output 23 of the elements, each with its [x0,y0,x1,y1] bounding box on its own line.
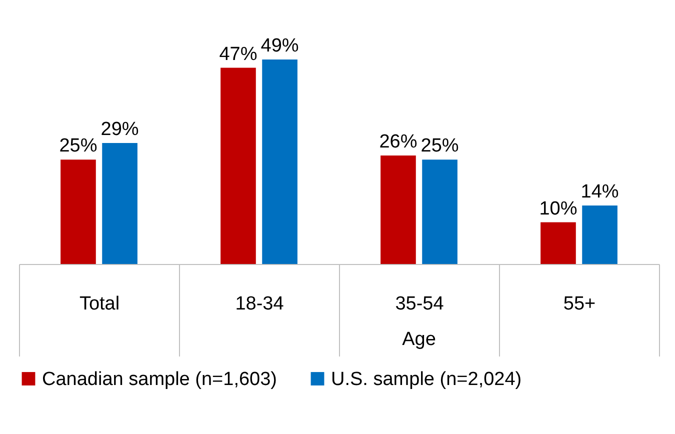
data-label: 49% [260,35,299,56]
legend-label: U.S. sample (n=2,024) [331,368,522,390]
bar [380,155,416,264]
bar [422,160,458,264]
data-label: 10% [539,198,578,220]
bar [540,222,576,264]
bar [220,68,256,264]
bar [262,59,298,264]
data-label: 29% [100,118,139,140]
text: Age [402,329,436,350]
bar [102,142,138,264]
x-tick-label: Total [79,294,120,314]
legend-label: Canadian sample (n=1,603) [42,368,278,390]
x-tick-label: 35-54 [395,294,444,314]
x-tick-label: 55+ [563,294,596,314]
data-label: 25% [59,136,98,157]
data-label: 26% [379,131,418,152]
x-tick-label: 18-34 [235,294,284,314]
data-label: 14% [580,182,619,203]
bar [60,160,96,264]
data-label: 25% [420,136,459,157]
data-label: 47% [219,44,258,65]
bar [582,206,618,264]
